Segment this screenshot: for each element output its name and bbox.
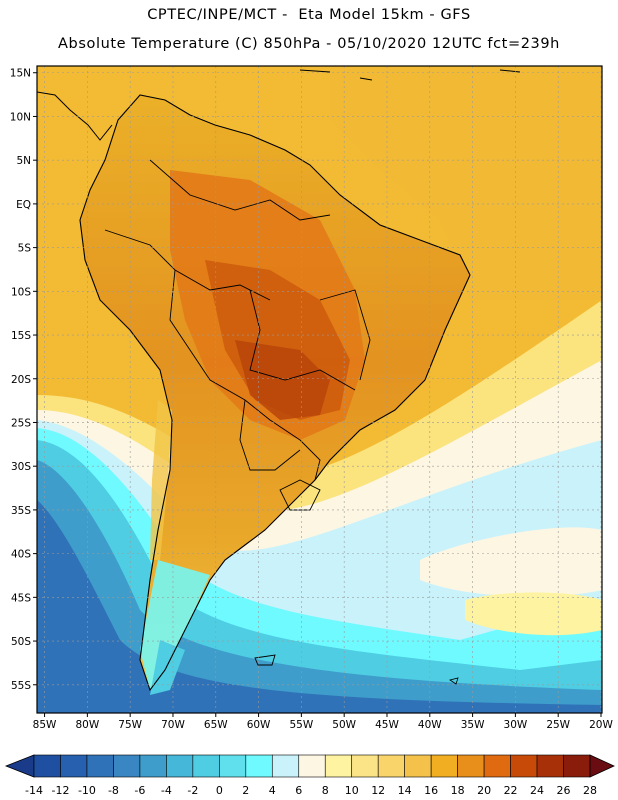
colorbar-segment [404, 754, 432, 778]
colorbar-segment [192, 754, 220, 778]
map-frame [36, 65, 603, 714]
colorbar-left-arrow [4, 754, 35, 778]
colorbar-segment [563, 754, 591, 778]
lon-tick-label: 40W [418, 719, 442, 731]
lat-tick-label: 25S [11, 417, 31, 429]
colorbar-tick-label: 2 [242, 784, 249, 797]
colorbar-tick-label: 16 [424, 784, 438, 797]
colorbar-segment [166, 754, 194, 778]
colorbar-tick-label: 0 [216, 784, 223, 797]
colorbar-tick-label: -4 [161, 784, 172, 797]
lat-tick-label: 55S [11, 680, 31, 692]
colorbar-segment [219, 754, 247, 778]
lat-tick-label: 15N [10, 68, 31, 80]
falkland-islands [254, 654, 276, 666]
colorbar-segment [139, 754, 167, 778]
colorbar-tick-label: -12 [51, 784, 69, 797]
colorbar-segment [510, 754, 538, 778]
lat-tick-label: 50S [11, 636, 31, 648]
lon-tick-label: 80W [75, 719, 99, 731]
colorbar-segment [457, 754, 485, 778]
lat-tick-label: 35S [11, 505, 31, 517]
lat-tick-label: 45S [11, 592, 31, 604]
lon-tick-label: 85W [33, 719, 57, 731]
colorbar-legend: -14 -12 -10 -8 -6 -4 -2 0 2 4 6 8 10 12 14 16 18 20 22 24 26… [4, 754, 615, 797]
lon-tick-label: 70W [161, 719, 185, 731]
colorbar-tick-label: 4 [269, 784, 276, 797]
colorbar-segment [483, 754, 511, 778]
colorbar-segment [377, 754, 405, 778]
lon-tick-label: 30W [504, 719, 528, 731]
colorbar-segment [298, 754, 326, 778]
title-variable: Absolute Temperature (C) 850hPa - 05/10/… [58, 36, 560, 52]
lat-tick-label: EQ [16, 199, 31, 211]
lat-tick-label: 10N [10, 111, 31, 123]
colorbar-right-arrow [589, 754, 615, 778]
lon-tick-label: 35W [461, 719, 485, 731]
lon-tick-label: 25W [546, 719, 570, 731]
lon-tick-label: 55W [290, 719, 314, 731]
colorbar-tick-label: -10 [78, 784, 96, 797]
colorbar-tick-label: 28 [583, 784, 597, 797]
colorbar-segment [430, 754, 458, 778]
colorbar-tick-label: -2 [187, 784, 198, 797]
lat-tick-label: 40S [11, 549, 31, 561]
temperature-map: 15N 10N 5N EQ 5S 10S 15S 20S 25S 30S 35S 40S 45S 50S 5… [10, 65, 613, 731]
colorbar-tick-label: 24 [530, 784, 544, 797]
lat-tick-label: 20S [11, 374, 31, 386]
colorbar-segment [245, 754, 273, 778]
country-borders [104, 159, 371, 511]
lon-tick-label: 75W [118, 719, 142, 731]
lat-tick-label: 30S [11, 461, 31, 473]
colorbar-segment [33, 754, 61, 778]
colorbar-tick-label: 8 [322, 784, 329, 797]
colorbar-tick-label: 10 [345, 784, 359, 797]
colorbar-tick-label: -6 [134, 784, 145, 797]
colorbar-segment [324, 754, 353, 778]
colorbar-tick-label: 18 [451, 784, 465, 797]
colorbar-segment [351, 754, 379, 778]
colorbar-tick-label: 20 [477, 784, 491, 797]
colorbar-tick-label: 14 [398, 784, 412, 797]
title-model: CPTEC/INPE/MCT - Eta Model 15km - GFS [147, 7, 471, 23]
lon-tick-label: 60W [247, 719, 271, 731]
lon-tick-label: 45W [375, 719, 399, 731]
lat-tick-label: 10S [11, 286, 31, 298]
lon-tick-label: 50W [332, 719, 356, 731]
lat-tick-label: 5N [16, 155, 31, 167]
lat-tick-label: 5S [18, 243, 32, 255]
colorbar-segment [536, 754, 564, 778]
temperature-field [37, 66, 602, 713]
colorbar-segment [271, 754, 300, 778]
colorbar-segment [60, 754, 88, 778]
colorbar-segment [86, 754, 114, 778]
colorbar-tick-label: 12 [371, 784, 385, 797]
colorbar-tick-label: -8 [108, 784, 119, 797]
lon-tick-label: 20W [589, 719, 613, 731]
coastline [79, 94, 471, 692]
central-america-coastline [37, 91, 113, 141]
lat-lon-grid [37, 66, 602, 713]
lon-tick-label: 65W [204, 719, 228, 731]
lat-tick-label: 15S [11, 330, 31, 342]
colorbar-tick-label: 6 [295, 784, 302, 797]
colorbar-tick-label: 26 [557, 784, 571, 797]
colorbar-tick-label: -14 [25, 784, 43, 797]
colorbar-segment [113, 754, 141, 778]
colorbar-tick-label: 22 [504, 784, 518, 797]
